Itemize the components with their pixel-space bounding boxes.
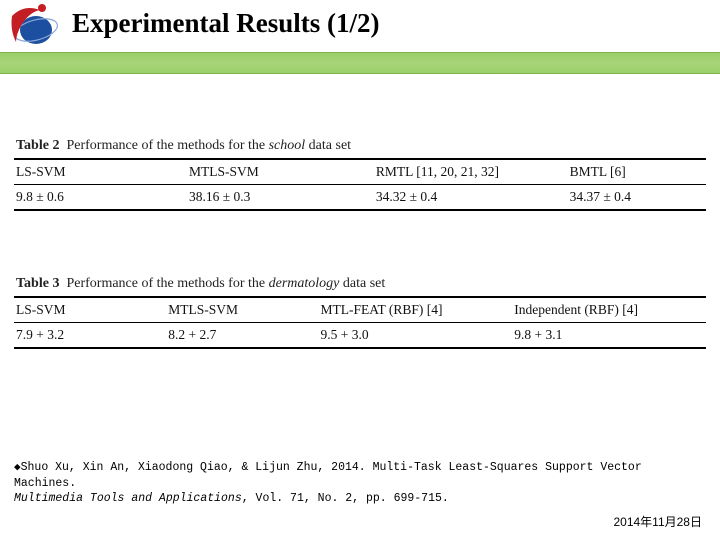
table-2: LS-SVM MTLS-SVM RMTL [11, 20, 21, 32] BM…	[14, 158, 706, 211]
table-3-header-cell: Independent (RBF) [4]	[512, 297, 706, 323]
table-2-header-cell: BMTL [6]	[568, 159, 706, 185]
table-2-cell: 38.16 ± 0.3	[187, 185, 374, 211]
table-row: 7.9 + 3.2 8.2 + 2.7 9.5 + 3.0 9.8 + 3.1	[14, 323, 706, 349]
citation-rest: , Vol. 71, No. 2, pp. 699-715.	[242, 492, 449, 505]
table-2-block: Table 2 Performance of the methods for t…	[14, 138, 706, 211]
table-2-cell: 9.8 ± 0.6	[14, 185, 187, 211]
table-2-header-cell: RMTL [11, 20, 21, 32]	[374, 159, 568, 185]
citation-authors: Shuo Xu, Xin An, Xiaodong Qiao, & Lijun …	[14, 461, 642, 490]
diamond-bullet-icon: ◆	[14, 462, 21, 474]
table-2-cell: 34.37 ± 0.4	[568, 185, 706, 211]
table-3-caption-suffix: data set	[343, 276, 385, 291]
table-3-header-cell: MTL-FEAT (RBF) [4]	[318, 297, 512, 323]
table-3-cell: 9.5 + 3.0	[318, 323, 512, 349]
citation-text: ◆Shuo Xu, Xin An, Xiaodong Qiao, & Lijun…	[14, 460, 706, 507]
table-3-header-cell: LS-SVM	[14, 297, 166, 323]
table-3: LS-SVM MTLS-SVM MTL-FEAT (RBF) [4] Indep…	[14, 296, 706, 349]
table-3-cell: 7.9 + 3.2	[14, 323, 166, 349]
table-2-caption-suffix: data set	[309, 138, 351, 153]
table-3-dataset: dermatology	[269, 276, 340, 291]
slide-title: Experimental Results (1/2)	[72, 8, 379, 39]
slide-header: Experimental Results (1/2)	[0, 0, 720, 74]
table-2-header-cell: LS-SVM	[14, 159, 187, 185]
table-2-header-cell: MTLS-SVM	[187, 159, 374, 185]
table-3-header-cell: MTLS-SVM	[166, 297, 318, 323]
citation-journal: Multimedia Tools and Applications	[14, 492, 242, 505]
table-2-label: Table 2	[16, 138, 59, 153]
table-row: 9.8 ± 0.6 38.16 ± 0.3 34.32 ± 0.4 34.37 …	[14, 185, 706, 211]
table-3-label: Table 3	[16, 276, 59, 291]
table-3-caption: Table 3 Performance of the methods for t…	[14, 276, 706, 292]
table-3-caption-prefix: Performance of the methods for the	[66, 276, 265, 291]
istic-logo	[6, 2, 60, 48]
table-3-block: Table 3 Performance of the methods for t…	[14, 276, 706, 349]
table-3-cell: 9.8 + 3.1	[512, 323, 706, 349]
table-2-cell: 34.32 ± 0.4	[374, 185, 568, 211]
table-3-cell: 8.2 + 2.7	[166, 323, 318, 349]
footer-date: 2014年11月28日	[613, 513, 702, 530]
table-2-caption: Table 2 Performance of the methods for t…	[14, 138, 706, 154]
header-accent-bar	[0, 52, 720, 74]
table-2-caption-prefix: Performance of the methods for the	[66, 138, 265, 153]
table-2-dataset: school	[269, 138, 306, 153]
